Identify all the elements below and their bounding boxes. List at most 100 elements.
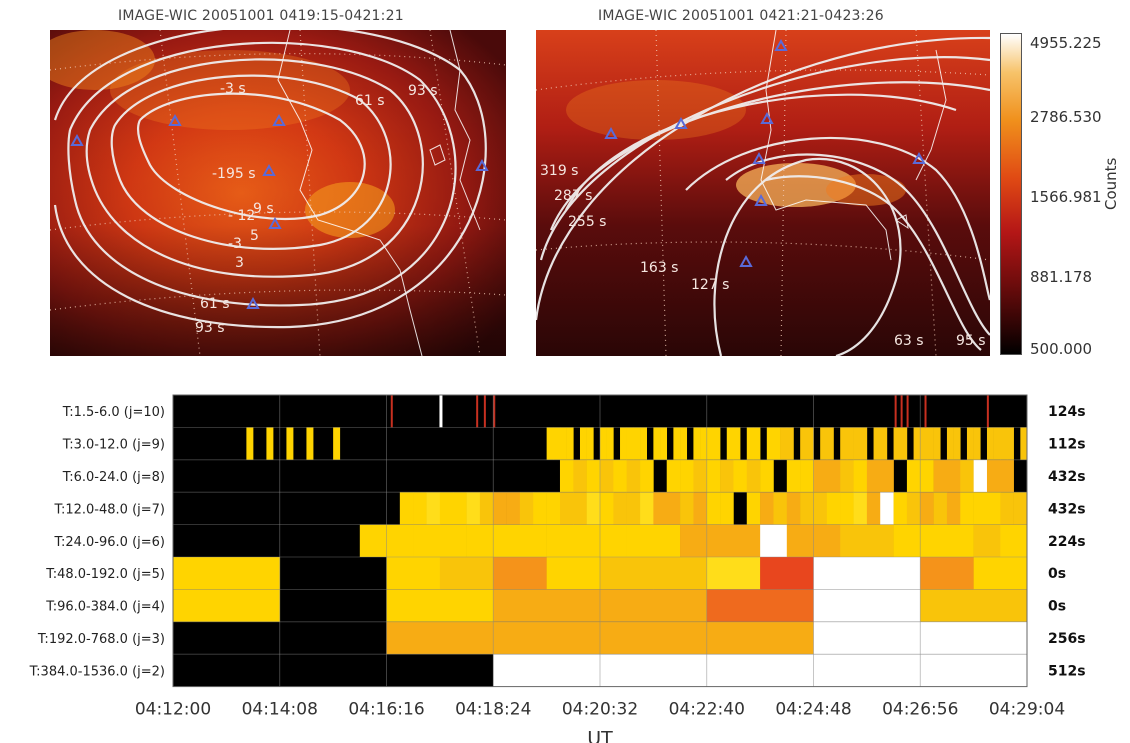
raster-red-line xyxy=(900,395,903,428)
raster-cell xyxy=(846,427,854,460)
row-lag-label: 432s xyxy=(1048,469,1086,485)
row-lag-label: 112s xyxy=(1048,437,1086,453)
raster-cell xyxy=(626,492,641,525)
x-tick-label: 04:14:08 xyxy=(242,700,318,720)
raster-cell xyxy=(226,557,281,590)
contour-label: 3 xyxy=(235,255,244,271)
row-lag-label: 124s xyxy=(1048,404,1086,420)
raster-cell xyxy=(173,557,227,590)
raster-cell xyxy=(386,524,414,557)
raster-cell xyxy=(733,524,761,557)
raster-cell xyxy=(706,492,721,525)
raster-cell xyxy=(693,492,708,525)
raster-frame xyxy=(172,394,1028,688)
raster-cell xyxy=(700,427,708,460)
contour-label: 95 s xyxy=(956,333,986,349)
raster-cell xyxy=(573,492,587,525)
contour-label: 93 s xyxy=(195,320,225,336)
raster-red-line xyxy=(483,395,486,428)
raster-cell xyxy=(713,427,721,460)
raster-cell xyxy=(653,524,681,557)
row-lag-label: 0s xyxy=(1048,599,1066,615)
x-tick-label: 04:24:48 xyxy=(775,700,851,720)
x-tick-label: 04:20:32 xyxy=(562,700,638,720)
raster-cell xyxy=(906,492,921,525)
raster-cell xyxy=(946,459,961,493)
raster-cell xyxy=(640,492,654,525)
raster-cell xyxy=(813,557,868,590)
raster-cell xyxy=(613,459,627,493)
contour-label: -3 s xyxy=(220,81,246,97)
raster-white-line xyxy=(439,395,443,428)
raster-cell xyxy=(660,427,668,460)
raster-cell xyxy=(386,589,494,622)
raster-cell xyxy=(519,492,534,525)
raster-cell xyxy=(880,459,894,493)
raster-cell xyxy=(706,621,814,655)
row-label: T:24.0-96.0 (j=6) xyxy=(53,535,165,550)
contour-label: 61 s xyxy=(200,296,230,312)
raster-cell xyxy=(746,492,761,525)
raster-cell xyxy=(600,459,614,493)
raster-cell xyxy=(1000,524,1028,557)
raster-cell xyxy=(600,492,614,525)
raster-cell xyxy=(546,427,554,460)
raster-cell xyxy=(766,427,774,460)
raster-cell xyxy=(786,524,814,557)
raster-cell xyxy=(920,589,1028,622)
raster-cell xyxy=(753,427,761,460)
raster-cell xyxy=(559,492,574,525)
raster-cell xyxy=(973,492,988,525)
raster-cell xyxy=(853,427,861,460)
raster-cell xyxy=(439,557,494,590)
raster-cell xyxy=(926,427,934,460)
raster-cell xyxy=(706,589,814,622)
raster-cell xyxy=(813,524,841,557)
raster-cell xyxy=(893,427,901,460)
raster-red-line xyxy=(906,395,909,428)
x-tick-label: 04:26:56 xyxy=(882,700,958,720)
raster-cell xyxy=(786,492,801,525)
raster-cell xyxy=(600,621,708,655)
raster-cell xyxy=(626,459,641,493)
raster-cell xyxy=(680,524,708,557)
raster-cell xyxy=(920,459,934,493)
raster-cell xyxy=(546,524,574,557)
raster-cell xyxy=(786,427,794,460)
raster-cell xyxy=(333,427,341,460)
raster-cell xyxy=(493,492,507,525)
raster-cell xyxy=(853,459,868,493)
raster-cell xyxy=(760,459,774,493)
raster-cell xyxy=(820,427,828,460)
raster-cell xyxy=(359,524,387,557)
colorbar-tick: 1566.981 xyxy=(1030,188,1102,206)
raster-cell xyxy=(566,427,574,460)
row-lag-label: 224s xyxy=(1048,534,1086,550)
row-label: T:6.0-24.0 (j=8) xyxy=(62,470,165,485)
contour-label: -195 s xyxy=(212,166,256,182)
row-lag-label: 256s xyxy=(1048,631,1086,647)
raster-cell xyxy=(573,459,587,493)
raster-cell xyxy=(720,492,734,525)
raster-cell xyxy=(960,459,974,493)
raster-cell xyxy=(933,459,948,493)
raster-cell xyxy=(559,427,567,460)
raster-cell xyxy=(266,427,274,460)
raster-cell xyxy=(640,459,654,493)
contour-label: 255 s xyxy=(568,214,606,230)
raster-cell xyxy=(706,427,714,460)
raster-cell xyxy=(746,427,754,460)
raster-cell xyxy=(786,459,801,493)
row-label: T:384.0-1536.0 (j=2) xyxy=(29,664,165,679)
raster-cell xyxy=(519,524,547,557)
contour-label: 9 s xyxy=(253,201,274,217)
raster-cell xyxy=(453,492,467,525)
row-label: T:192.0-768.0 (j=3) xyxy=(37,632,165,647)
colorbar xyxy=(1000,33,1022,355)
raster-cell xyxy=(853,492,868,525)
raster-cell xyxy=(626,427,634,460)
raster-cell xyxy=(553,427,561,460)
raster-cell xyxy=(893,524,921,557)
raster-cell xyxy=(399,492,414,525)
raster-cell xyxy=(1000,427,1008,460)
